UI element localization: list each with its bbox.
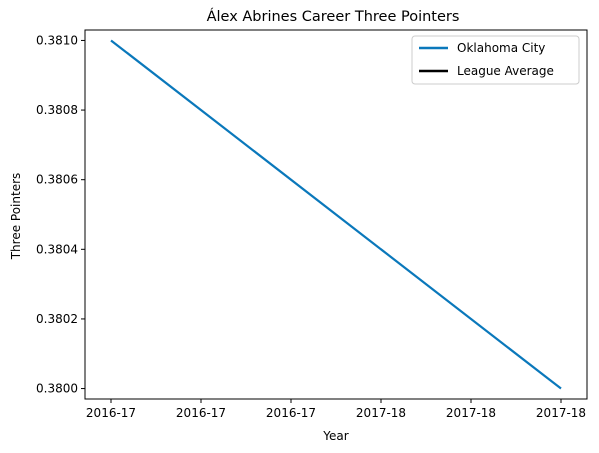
- chart-title: Álex Abrines Career Three Pointers: [207, 8, 460, 25]
- y-tick-label: 0.3800: [36, 382, 78, 396]
- y-tick-label: 0.3804: [36, 242, 78, 256]
- x-tick-label: 2017-18: [356, 406, 406, 420]
- legend-label: Oklahoma City: [457, 41, 545, 55]
- x-tick-label: 2017-18: [536, 406, 586, 420]
- y-tick-label: 0.3808: [36, 103, 78, 117]
- plot-area: [84, 29, 588, 400]
- y-tick-label: 0.3810: [36, 33, 78, 47]
- series-layer: [110, 39, 562, 390]
- y-tick-label: 0.3806: [36, 173, 78, 187]
- legend-label: League Average: [457, 64, 554, 78]
- x-axis-label: Year: [322, 429, 348, 443]
- x-axis: 2016-17 2016-17 2016-17 2017-18 2017-18 2017-…: [86, 399, 586, 420]
- y-axis-label: Three Pointers: [9, 173, 23, 261]
- plot-frame: [84, 29, 588, 400]
- y-axis: 0.3800 0.3802 0.3804 0.3806 0.3808 0.3810: [36, 33, 85, 396]
- x-tick-label: 2016-17: [86, 406, 136, 420]
- x-tick-label: 2016-17: [266, 406, 316, 420]
- x-tick-label: 2016-17: [176, 406, 226, 420]
- legend-box: [411, 35, 580, 85]
- legend: Oklahoma City League Average: [411, 35, 580, 85]
- series-line: [110, 39, 562, 390]
- x-tick-label: 2017-18: [446, 406, 496, 420]
- y-tick-label: 0.3802: [36, 312, 78, 326]
